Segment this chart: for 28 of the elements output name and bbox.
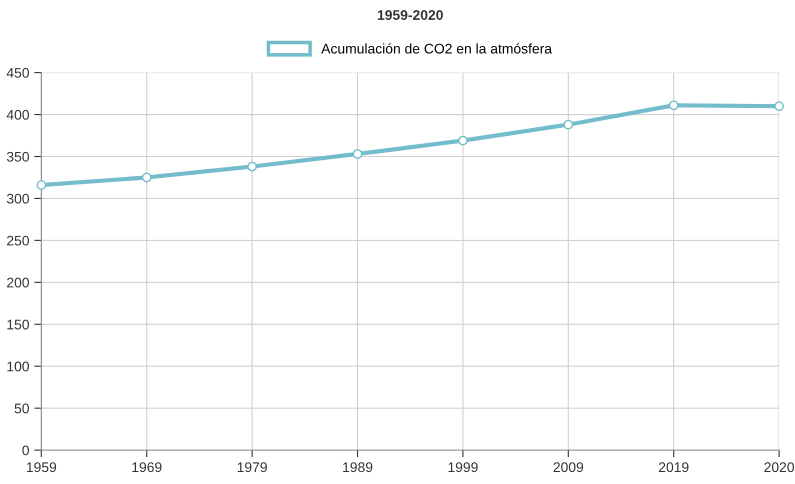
y-tick-label: 300 <box>6 194 29 204</box>
x-tick-label: 2019 <box>658 462 688 472</box>
y-tick-label: 0 <box>22 445 29 456</box>
point <box>458 136 468 146</box>
point <box>563 120 574 130</box>
x-tick-label: 1969 <box>132 462 162 472</box>
point <box>352 149 362 159</box>
x-tick-label: 1999 <box>448 462 478 472</box>
chart-title: 1959-2020 <box>378 10 443 20</box>
y-tick-label: 50 <box>14 404 29 414</box>
x-tick-label: 1979 <box>238 462 267 472</box>
point <box>247 162 257 172</box>
y-tick-label: 350 <box>6 152 29 162</box>
y-tick-label: 250 <box>7 236 29 246</box>
x-tick-label: 2009 <box>554 462 584 472</box>
y-tick-label: 450 <box>6 68 29 78</box>
y-tick-label: 150 <box>7 320 29 330</box>
point <box>668 100 679 110</box>
y-tick-label: 200 <box>7 278 29 288</box>
point <box>36 180 46 190</box>
x-tick-label: 1959 <box>26 462 56 472</box>
point <box>774 101 784 112</box>
legend-label: Acumulación de CO2 en la atmósfera <box>321 43 552 54</box>
x-tick-label: 1989 <box>343 462 372 472</box>
point <box>142 172 152 182</box>
y-tick-label: 100 <box>7 362 29 372</box>
y-tick-label: 400 <box>6 110 29 120</box>
x-tick-label: 2020 <box>764 462 794 472</box>
